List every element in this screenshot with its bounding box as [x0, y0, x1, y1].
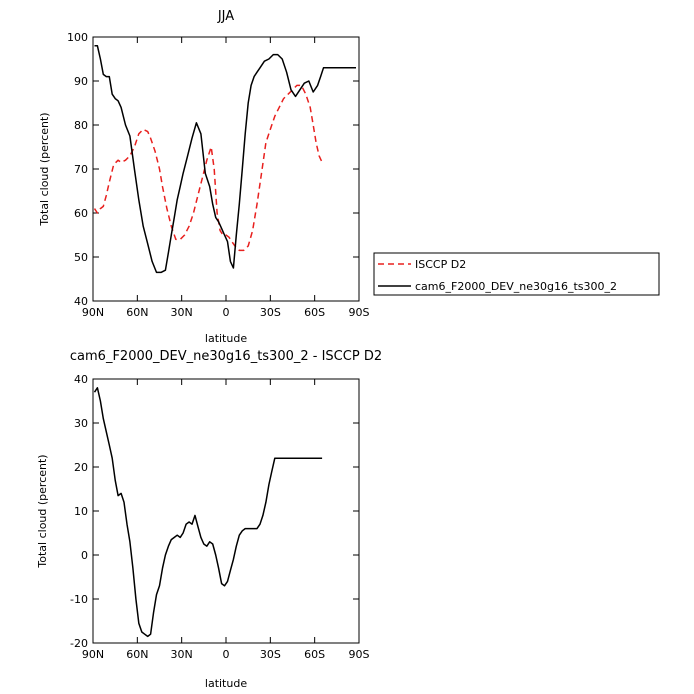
- y-tick-label: 20: [74, 461, 88, 474]
- y-tick-label: 60: [74, 207, 88, 220]
- y-tick-label: 0: [81, 549, 88, 562]
- x-tick-label: 90S: [349, 306, 370, 319]
- y-tick-label: -10: [70, 593, 88, 606]
- x-tick-label: 90N: [82, 306, 104, 319]
- x-tick-label: 0: [223, 306, 230, 319]
- top-y-axis-label: Total cloud (percent): [38, 112, 51, 226]
- legend-box: [373, 252, 660, 296]
- x-tick-label: 0: [223, 648, 230, 661]
- x-tick-label: 60N: [126, 648, 148, 661]
- y-tick-label: 30: [74, 417, 88, 430]
- y-tick-label: 90: [74, 75, 88, 88]
- series-line-1: [94, 45, 356, 274]
- x-tick-label: 90S: [349, 648, 370, 661]
- y-tick-label: 100: [67, 31, 88, 44]
- x-tick-label: 30S: [260, 648, 281, 661]
- y-tick-label: 70: [74, 163, 88, 176]
- x-tick-label: 30S: [260, 306, 281, 319]
- bottom-y-axis-label: Total cloud (percent): [36, 454, 49, 568]
- x-tick-label: 30N: [171, 648, 193, 661]
- y-tick-label: 50: [74, 251, 88, 264]
- bottom-plot-frame: [92, 378, 360, 644]
- bottom-y-ticks: -20 -10 0 10 20 30 40: [70, 373, 359, 650]
- x-tick-label: 60S: [304, 306, 325, 319]
- y-tick-label: 10: [74, 505, 88, 518]
- bottom-x-axis-label: latitude: [205, 677, 247, 690]
- top-chart-title: JJA: [217, 9, 234, 24]
- y-tick-label: 40: [74, 373, 88, 386]
- top-plot-frame: [92, 36, 360, 302]
- y-tick-label: 40: [74, 295, 88, 308]
- x-tick-label: 30N: [171, 306, 193, 319]
- legend-label-isccp: ISCCP D2: [415, 258, 466, 271]
- y-tick-label: -20: [70, 637, 88, 650]
- legend-label-cam6: cam6_F2000_DEV_ne30g16_ts300_2: [415, 280, 617, 293]
- x-tick-label: 90N: [82, 648, 104, 661]
- bottom-chart-title: cam6_F2000_DEV_ne30g16_ts300_2 - ISCCP D…: [70, 349, 382, 364]
- legend: ISCCP D2 cam6_F2000_DEV_ne30g16_ts300_2: [373, 252, 660, 296]
- series-line-0: [93, 387, 323, 638]
- x-tick-label: 60N: [126, 306, 148, 319]
- chart-bottom: cam6_F2000_DEV_ne30g16_ts300_2 - ISCCP D…: [36, 349, 382, 690]
- top-y-ticks: 40 50 60 70 80 90 100: [67, 31, 359, 308]
- series-line-0: [93, 84, 323, 252]
- top-x-ticks: 90N 60N 30N 0 30S 60S 90S: [82, 37, 370, 319]
- x-tick-label: 60S: [304, 648, 325, 661]
- top-x-axis-label: latitude: [205, 332, 247, 345]
- y-tick-label: 80: [74, 119, 88, 132]
- bottom-x-ticks: 90N 60N 30N 0 30S 60S 90S: [82, 379, 370, 661]
